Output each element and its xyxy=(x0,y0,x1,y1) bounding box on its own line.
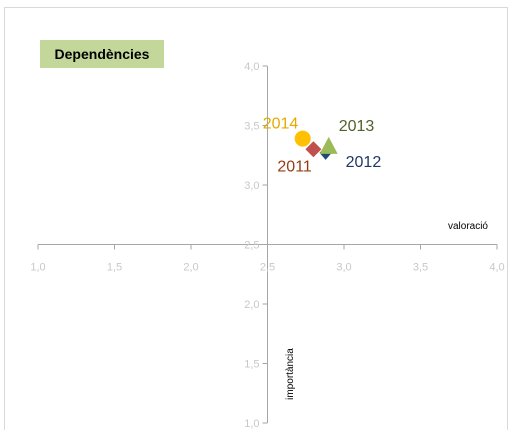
y-tick-label: 2,0 xyxy=(244,299,259,311)
y-tick-label: 1,0 xyxy=(244,418,259,430)
series-label-2011: 2011 xyxy=(277,158,312,175)
series-label-2013: 2013 xyxy=(339,118,375,135)
point-2014 xyxy=(294,130,311,147)
x-tick-label: 4,0 xyxy=(489,262,504,274)
y-tick-label: 2,5 xyxy=(244,240,259,252)
y-tick-label: 1,5 xyxy=(244,359,259,371)
chart-title: Dependències xyxy=(40,40,164,68)
y-tick-label: 3,0 xyxy=(244,180,259,192)
y-tick-label: 3,5 xyxy=(244,121,259,133)
x-tick-label: 1,5 xyxy=(107,262,122,274)
series-label-2014: 2014 xyxy=(263,116,299,133)
y-axis-title: importància xyxy=(285,348,296,400)
x-tick-label: 2,5 xyxy=(260,262,275,274)
point-2011 xyxy=(305,141,322,158)
x-tick-label: 3,5 xyxy=(413,262,428,274)
series-label-2012: 2012 xyxy=(346,154,382,171)
y-tick-label: 4,0 xyxy=(244,61,259,73)
x-tick-label: 1,0 xyxy=(30,262,45,274)
x-axis-title: valoració xyxy=(448,221,488,232)
x-tick-label: 3,0 xyxy=(336,262,351,274)
point-2013 xyxy=(319,136,338,154)
x-tick-label: 2,0 xyxy=(183,262,198,274)
